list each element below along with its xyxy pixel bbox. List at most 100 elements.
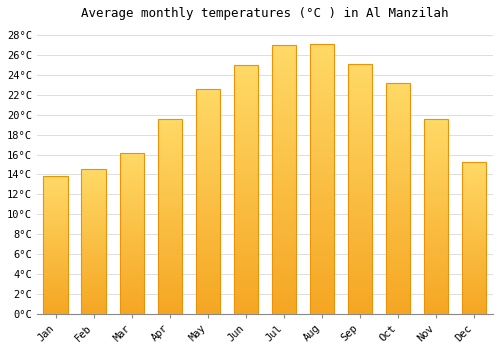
Bar xyxy=(272,69,296,72)
Bar xyxy=(196,271,220,273)
Bar xyxy=(44,215,68,216)
Bar xyxy=(462,257,486,259)
Bar xyxy=(158,234,182,236)
Bar xyxy=(196,156,220,159)
Bar xyxy=(386,122,410,125)
Bar xyxy=(348,249,372,251)
Bar xyxy=(462,216,486,218)
Bar xyxy=(462,304,486,306)
Bar xyxy=(272,58,296,61)
Bar xyxy=(310,106,334,109)
Bar xyxy=(462,178,486,180)
Bar xyxy=(348,284,372,286)
Bar xyxy=(120,217,144,219)
Bar xyxy=(386,205,410,208)
Bar xyxy=(462,251,486,253)
Bar xyxy=(462,233,486,235)
Bar xyxy=(82,312,106,314)
Bar xyxy=(272,118,296,120)
Bar xyxy=(158,292,182,294)
Bar xyxy=(272,222,296,225)
Bar xyxy=(462,267,486,268)
Bar xyxy=(310,300,334,303)
Bar xyxy=(196,181,220,183)
Bar xyxy=(272,80,296,83)
Bar xyxy=(44,268,68,270)
Bar xyxy=(424,282,448,285)
Bar xyxy=(234,296,258,299)
Bar xyxy=(196,226,220,228)
Bar xyxy=(462,168,486,169)
Bar xyxy=(424,308,448,310)
Bar xyxy=(44,200,68,201)
Bar xyxy=(386,131,410,134)
Bar xyxy=(196,233,220,235)
Bar xyxy=(44,183,68,185)
Bar xyxy=(82,234,106,236)
Bar xyxy=(462,279,486,280)
Bar xyxy=(310,273,334,276)
Bar xyxy=(196,134,220,136)
Bar xyxy=(196,174,220,177)
Bar xyxy=(234,304,258,306)
Bar xyxy=(462,162,486,314)
Bar xyxy=(120,153,144,154)
Bar xyxy=(272,241,296,244)
Bar xyxy=(272,96,296,99)
Bar xyxy=(82,273,106,275)
Bar xyxy=(158,119,182,121)
Bar xyxy=(462,171,486,172)
Bar xyxy=(120,227,144,228)
Bar xyxy=(310,71,334,74)
Bar xyxy=(120,238,144,240)
Bar xyxy=(158,257,182,259)
Bar xyxy=(234,65,258,68)
Bar xyxy=(272,110,296,112)
Bar xyxy=(44,176,68,178)
Bar xyxy=(158,181,182,183)
Bar xyxy=(310,225,334,228)
Bar xyxy=(158,302,182,304)
Bar xyxy=(310,206,334,209)
Bar xyxy=(310,203,334,206)
Bar xyxy=(120,264,144,265)
Bar xyxy=(348,156,372,159)
Bar xyxy=(196,278,220,280)
Bar xyxy=(386,240,410,242)
Bar xyxy=(348,169,372,171)
Bar xyxy=(120,187,144,188)
Bar xyxy=(196,161,220,163)
Bar xyxy=(386,145,410,148)
Bar xyxy=(120,178,144,180)
Bar xyxy=(120,228,144,230)
Bar xyxy=(82,200,106,201)
Bar xyxy=(82,191,106,193)
Bar xyxy=(234,187,258,189)
Bar xyxy=(234,244,258,246)
Bar xyxy=(386,226,410,228)
Bar xyxy=(348,64,372,314)
Bar xyxy=(82,247,106,249)
Bar xyxy=(462,213,486,215)
Bar xyxy=(44,185,68,186)
Bar xyxy=(196,219,220,222)
Bar xyxy=(424,232,448,234)
Bar xyxy=(424,177,448,179)
Bar xyxy=(310,112,334,114)
Bar xyxy=(386,113,410,115)
Bar xyxy=(348,204,372,206)
Bar xyxy=(82,182,106,184)
Bar xyxy=(386,171,410,173)
Bar xyxy=(158,224,182,226)
Bar xyxy=(44,233,68,234)
Bar xyxy=(234,172,258,174)
Bar xyxy=(272,64,296,66)
Bar xyxy=(348,126,372,129)
Bar xyxy=(196,255,220,258)
Bar xyxy=(462,239,486,241)
Bar xyxy=(272,225,296,228)
Bar xyxy=(234,199,258,202)
Bar xyxy=(120,172,144,174)
Bar xyxy=(120,291,144,293)
Bar xyxy=(44,189,68,190)
